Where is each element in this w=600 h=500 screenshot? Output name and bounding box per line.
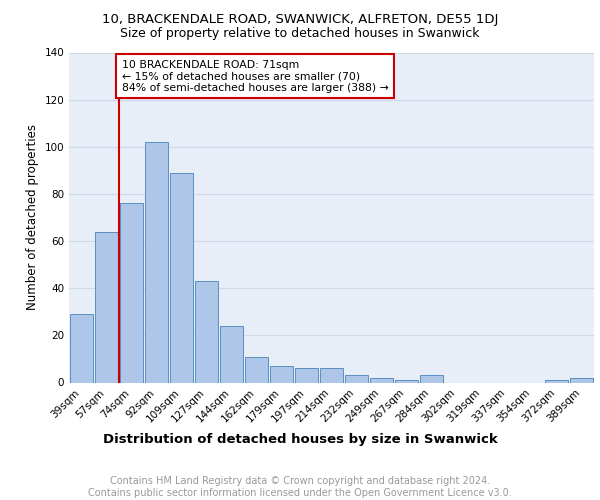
- Text: Distribution of detached houses by size in Swanwick: Distribution of detached houses by size …: [103, 432, 497, 446]
- Bar: [95, 232, 118, 382]
- Bar: [345, 376, 368, 382]
- Text: 10, BRACKENDALE ROAD, SWANWICK, ALFRETON, DE55 1DJ: 10, BRACKENDALE ROAD, SWANWICK, ALFRETON…: [102, 12, 498, 26]
- Bar: [295, 368, 318, 382]
- Bar: [370, 378, 393, 382]
- Bar: [545, 380, 568, 382]
- Bar: [70, 314, 93, 382]
- Bar: [245, 356, 268, 382]
- Bar: [220, 326, 243, 382]
- Bar: [270, 366, 293, 382]
- Text: Size of property relative to detached houses in Swanwick: Size of property relative to detached ho…: [120, 28, 480, 40]
- Text: Contains HM Land Registry data © Crown copyright and database right 2024.
Contai: Contains HM Land Registry data © Crown c…: [88, 476, 512, 498]
- Bar: [145, 142, 168, 382]
- Bar: [195, 281, 218, 382]
- Text: 10 BRACKENDALE ROAD: 71sqm
← 15% of detached houses are smaller (70)
84% of semi: 10 BRACKENDALE ROAD: 71sqm ← 15% of deta…: [121, 60, 388, 93]
- Y-axis label: Number of detached properties: Number of detached properties: [26, 124, 39, 310]
- Bar: [120, 204, 143, 382]
- Bar: [395, 380, 418, 382]
- Bar: [420, 376, 443, 382]
- Bar: [570, 378, 593, 382]
- Bar: [170, 172, 193, 382]
- Bar: [320, 368, 343, 382]
